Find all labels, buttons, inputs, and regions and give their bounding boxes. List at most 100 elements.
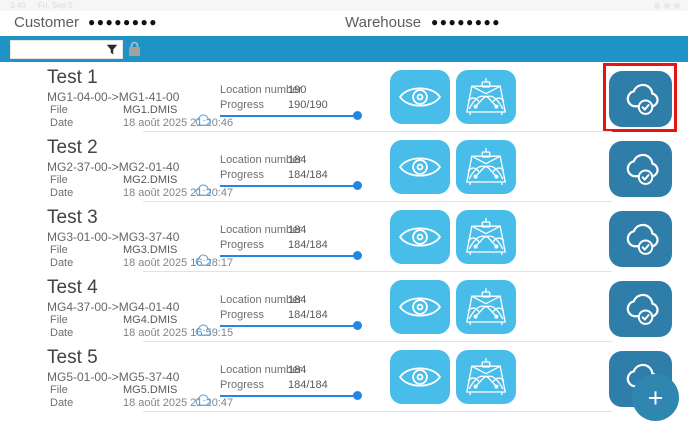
cloud-check-icon xyxy=(626,83,659,115)
test-title: Test 5 xyxy=(47,347,98,368)
filter-toolbar xyxy=(0,36,688,62)
row-divider xyxy=(143,271,612,272)
test-row[interactable]: Test 4 MG4-37-00->MG4-01-40 File MG4.DMI… xyxy=(0,272,688,342)
test-title: Test 1 xyxy=(47,67,98,88)
cloud-status-icon xyxy=(195,394,212,406)
file-value: MG5.DMIS xyxy=(123,384,178,396)
row-divider xyxy=(143,201,612,202)
add-button[interactable]: + xyxy=(632,374,679,421)
cloud-check-icon xyxy=(626,293,659,325)
view-button[interactable] xyxy=(390,140,450,194)
test-row[interactable]: Test 5 MG5-01-00->MG5-37-40 File MG5.DMI… xyxy=(0,342,688,412)
view-button[interactable] xyxy=(390,210,450,264)
progress-fill xyxy=(220,391,362,400)
test-title: Test 2 xyxy=(47,137,98,158)
upload-done-button[interactable] xyxy=(609,281,672,337)
eye-icon xyxy=(398,297,442,317)
machine-icon xyxy=(466,287,506,326)
location-range: MG1-04-00->MG1-41-00 xyxy=(47,90,180,104)
upload-highlight-box xyxy=(603,203,677,272)
machine-button[interactable] xyxy=(456,140,516,194)
machine-button[interactable] xyxy=(456,70,516,124)
location-range: MG2-37-00->MG2-01-40 xyxy=(47,160,180,174)
file-label: File xyxy=(50,244,68,256)
progress-label: Progress xyxy=(220,379,265,391)
date-value: 18 août 2025 16:59:15 xyxy=(123,327,234,339)
warehouse-masked-value[interactable]: ●●●●●●●● xyxy=(431,15,501,29)
location-value: 184 xyxy=(288,294,307,306)
search-input[interactable] xyxy=(13,42,101,57)
progress-fill xyxy=(220,181,362,190)
date-label: Date xyxy=(50,257,74,269)
machine-button[interactable] xyxy=(456,280,516,334)
filter-field[interactable] xyxy=(10,40,123,59)
test-row[interactable]: Test 2 MG2-37-00->MG2-01-40 File MG2.DMI… xyxy=(0,132,688,202)
view-button[interactable] xyxy=(390,70,450,124)
progress-bar xyxy=(220,321,362,330)
machine-button[interactable] xyxy=(456,350,516,404)
test-list: Test 1 MG1-04-00->MG1-41-00 File MG1.DMI… xyxy=(0,62,688,412)
status-bar: 3:40 Fri, Sep 5 xyxy=(0,0,688,11)
row-divider xyxy=(143,411,612,412)
location-value: 184 xyxy=(288,364,307,376)
date-label: Date xyxy=(50,397,74,409)
file-value: MG4.DMIS xyxy=(123,314,178,326)
status-time: 3:40 xyxy=(10,1,26,10)
filter-funnel-icon[interactable] xyxy=(105,43,119,57)
file-label: File xyxy=(50,314,68,326)
eye-icon xyxy=(398,157,442,177)
location-label: Location number xyxy=(220,294,302,306)
machine-icon xyxy=(466,77,506,116)
progress-label: Progress xyxy=(220,239,265,251)
view-button[interactable] xyxy=(390,350,450,404)
progress-bar xyxy=(220,391,362,400)
location-range: MG4-37-00->MG4-01-40 xyxy=(47,300,180,314)
eye-icon xyxy=(398,87,442,107)
upload-done-button[interactable] xyxy=(609,71,672,127)
date-value: 18 août 2025 21:20:47 xyxy=(123,187,234,199)
progress-label: Progress xyxy=(220,309,265,321)
view-button[interactable] xyxy=(390,280,450,334)
upload-done-button[interactable] xyxy=(609,141,672,197)
eye-icon xyxy=(398,227,442,247)
lock-icon[interactable] xyxy=(128,41,141,57)
warehouse-label: Warehouse xyxy=(345,14,422,31)
machine-icon xyxy=(466,357,506,396)
upload-highlight-box xyxy=(603,133,677,202)
progress-bar xyxy=(220,181,362,190)
date-label: Date xyxy=(50,187,74,199)
location-range: MG3-01-00->MG3-37-40 xyxy=(47,230,180,244)
file-label: File xyxy=(50,384,68,396)
upload-done-button[interactable] xyxy=(609,211,672,267)
machine-button[interactable] xyxy=(456,210,516,264)
cloud-check-icon xyxy=(626,223,659,255)
test-row[interactable]: Test 1 MG1-04-00->MG1-41-00 File MG1.DMI… xyxy=(0,62,688,132)
location-label: Location number xyxy=(220,364,302,376)
test-row[interactable]: Test 3 MG3-01-00->MG3-37-40 File MG3.DMI… xyxy=(0,202,688,272)
file-value: MG1.DMIS xyxy=(123,104,178,116)
file-label: File xyxy=(50,104,68,116)
progress-fill xyxy=(220,111,362,120)
location-value: 184 xyxy=(288,154,307,166)
plus-icon: + xyxy=(647,382,664,413)
row-divider xyxy=(143,131,612,132)
file-value: MG2.DMIS xyxy=(123,174,178,186)
file-value: MG3.DMIS xyxy=(123,244,178,256)
header: Customer ●●●●●●●● Warehouse ●●●●●●●● xyxy=(0,11,688,36)
location-value: 184 xyxy=(288,224,307,236)
date-label: Date xyxy=(50,117,74,129)
progress-value: 190/190 xyxy=(288,99,328,111)
progress-value: 184/184 xyxy=(288,169,328,181)
test-title: Test 3 xyxy=(47,207,98,228)
cloud-status-icon xyxy=(195,114,212,126)
row-divider xyxy=(143,341,612,342)
date-label: Date xyxy=(50,327,74,339)
location-value: 190 xyxy=(288,84,307,96)
date-value: 18 août 2025 21:20:46 xyxy=(123,117,234,129)
location-label: Location number xyxy=(220,84,302,96)
date-value: 18 août 2025 21:20:47 xyxy=(123,397,234,409)
status-icons xyxy=(654,3,680,9)
progress-value: 184/184 xyxy=(288,379,328,391)
customer-masked-value[interactable]: ●●●●●●●● xyxy=(88,15,158,29)
